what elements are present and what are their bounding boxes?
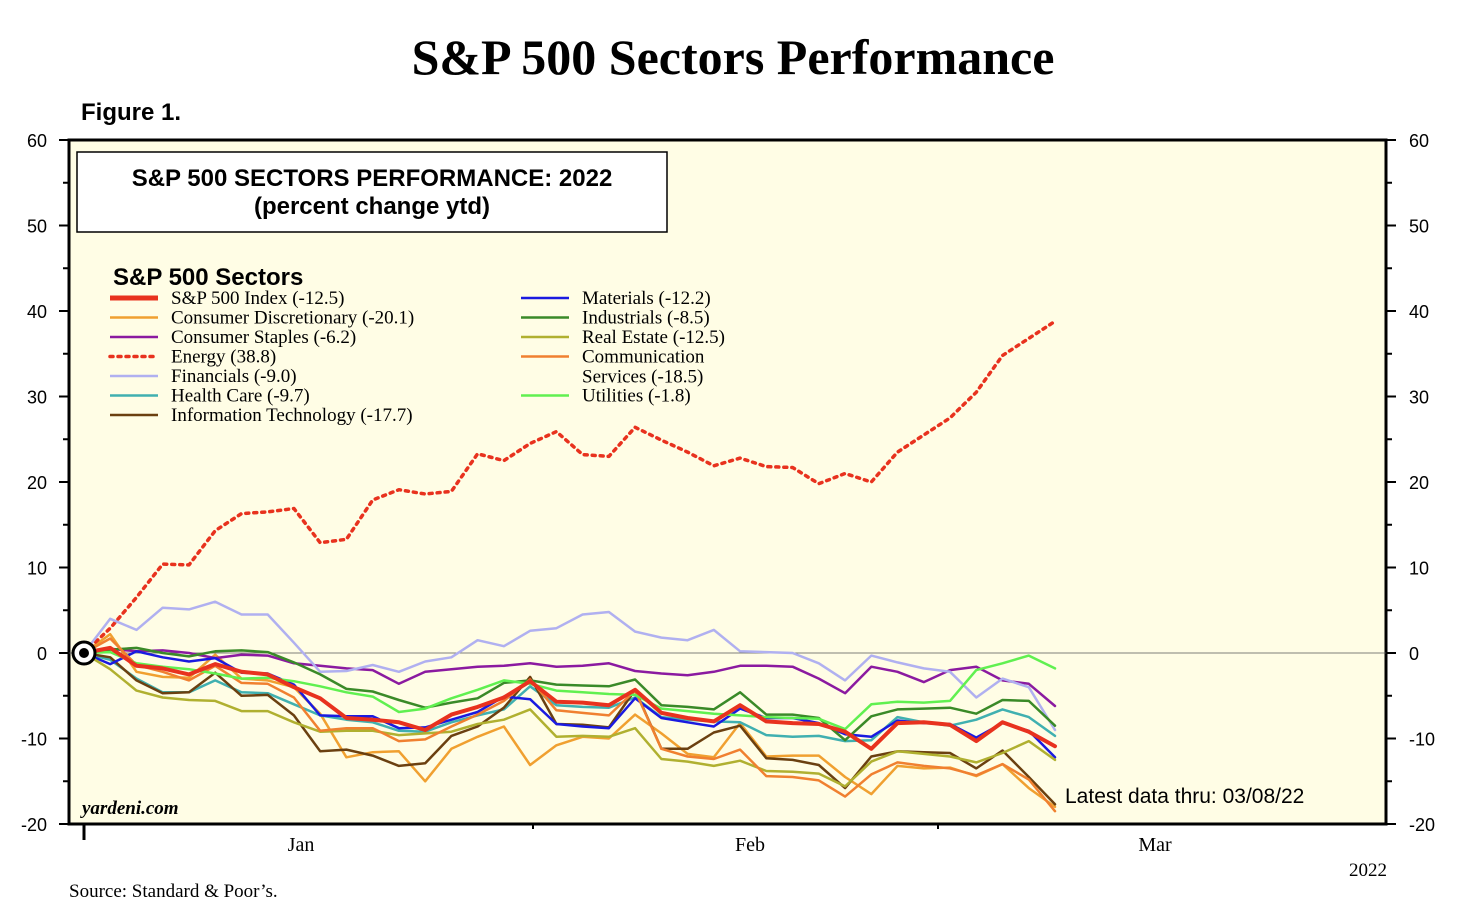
- origin-marker: [71, 640, 97, 666]
- series-line-s-p-500-index: [82, 645, 1057, 751]
- figure-label: Figure 1.: [81, 99, 182, 126]
- chart-subtitle: (percent change ytd): [254, 193, 490, 220]
- legend: S&P 500 Index (-12.5)Consumer Discretion…: [108, 288, 725, 426]
- legend-label-communication-services: Communication: [582, 347, 705, 368]
- x-tick-label-feb: Feb: [735, 834, 765, 856]
- origin-marker-dot: [79, 648, 89, 658]
- legend-label-energy: Energy (38.8): [171, 347, 276, 368]
- series-line-industrials: [82, 646, 1057, 742]
- legend-label-real-estate: Real Estate (-12.5): [582, 327, 725, 348]
- source-note: Source: Standard & Poor’s.: [69, 881, 278, 902]
- series-line-energy: [82, 319, 1057, 655]
- latest-data-note: Latest data thru: 03/08/22: [1065, 785, 1304, 808]
- legend-label-utilities: Utilities (-1.8): [582, 386, 691, 407]
- y-tick-label-right: 20: [1409, 473, 1429, 493]
- y-tick-label-left: 30: [27, 388, 47, 408]
- y-tick-label-left: 60: [27, 131, 47, 151]
- series-line-health-care: [82, 651, 1057, 743]
- y-tick-label-left: -20: [21, 815, 47, 835]
- series-line-financials: [82, 600, 1057, 732]
- legend-title: S&P 500 Sectors: [113, 264, 303, 291]
- y-tick-label-left: -10: [21, 730, 47, 750]
- y-tick-label-right: -20: [1409, 815, 1435, 835]
- chart-title: S&P 500 SECTORS PERFORMANCE: 2022: [132, 165, 613, 192]
- y-tick-label-left: 10: [27, 559, 47, 579]
- y-tick-label-left: 0: [37, 644, 47, 664]
- legend-label-s-p-500-index: S&P 500 Index (-12.5): [171, 288, 344, 309]
- legend-label-consumer-discretionary: Consumer Discretionary (-20.1): [171, 308, 414, 329]
- legend-label-materials: Materials (-12.2): [582, 288, 711, 309]
- y-tick-label-right: 10: [1409, 559, 1429, 579]
- y-tick-label-right: 30: [1409, 388, 1429, 408]
- y-tick-label-left: 20: [27, 473, 47, 493]
- watermark: yardeni.com: [80, 798, 179, 819]
- legend-label-consumer-staples: Consumer Staples (-6.2): [171, 327, 356, 348]
- y-tick-label-right: 0: [1409, 644, 1419, 664]
- series-line-real-estate: [82, 651, 1057, 788]
- year-label: 2022: [1349, 860, 1387, 881]
- chart-title-box: [76, 151, 668, 233]
- legend-label-communication-services: Services (-18.5): [582, 367, 703, 388]
- legend-label-health-care: Health Care (-9.7): [171, 386, 310, 407]
- y-tick-label-left: 50: [27, 217, 47, 237]
- series-line-consumer-staples: [82, 647, 1057, 708]
- y-tick-label-right: 40: [1409, 302, 1429, 322]
- x-tick-label-jan: Jan: [288, 834, 315, 856]
- legend-label-industrials: Industrials (-8.5): [582, 308, 710, 329]
- x-tick-label-mar: Mar: [1138, 834, 1172, 856]
- y-tick-label-right: -10: [1409, 730, 1435, 750]
- y-tick-label-right: 50: [1409, 217, 1429, 237]
- legend-label-information-technology: Information Technology (-17.7): [171, 405, 413, 426]
- series-line-communication-services: [82, 637, 1057, 813]
- series-line-utilities: [82, 650, 1057, 731]
- y-tick-label-left: 40: [27, 302, 47, 322]
- legend-label-financials: Financials (-9.0): [171, 366, 297, 387]
- page-title: S&P 500 Sectors Performance: [411, 29, 1055, 85]
- y-tick-label-right: 60: [1409, 131, 1429, 151]
